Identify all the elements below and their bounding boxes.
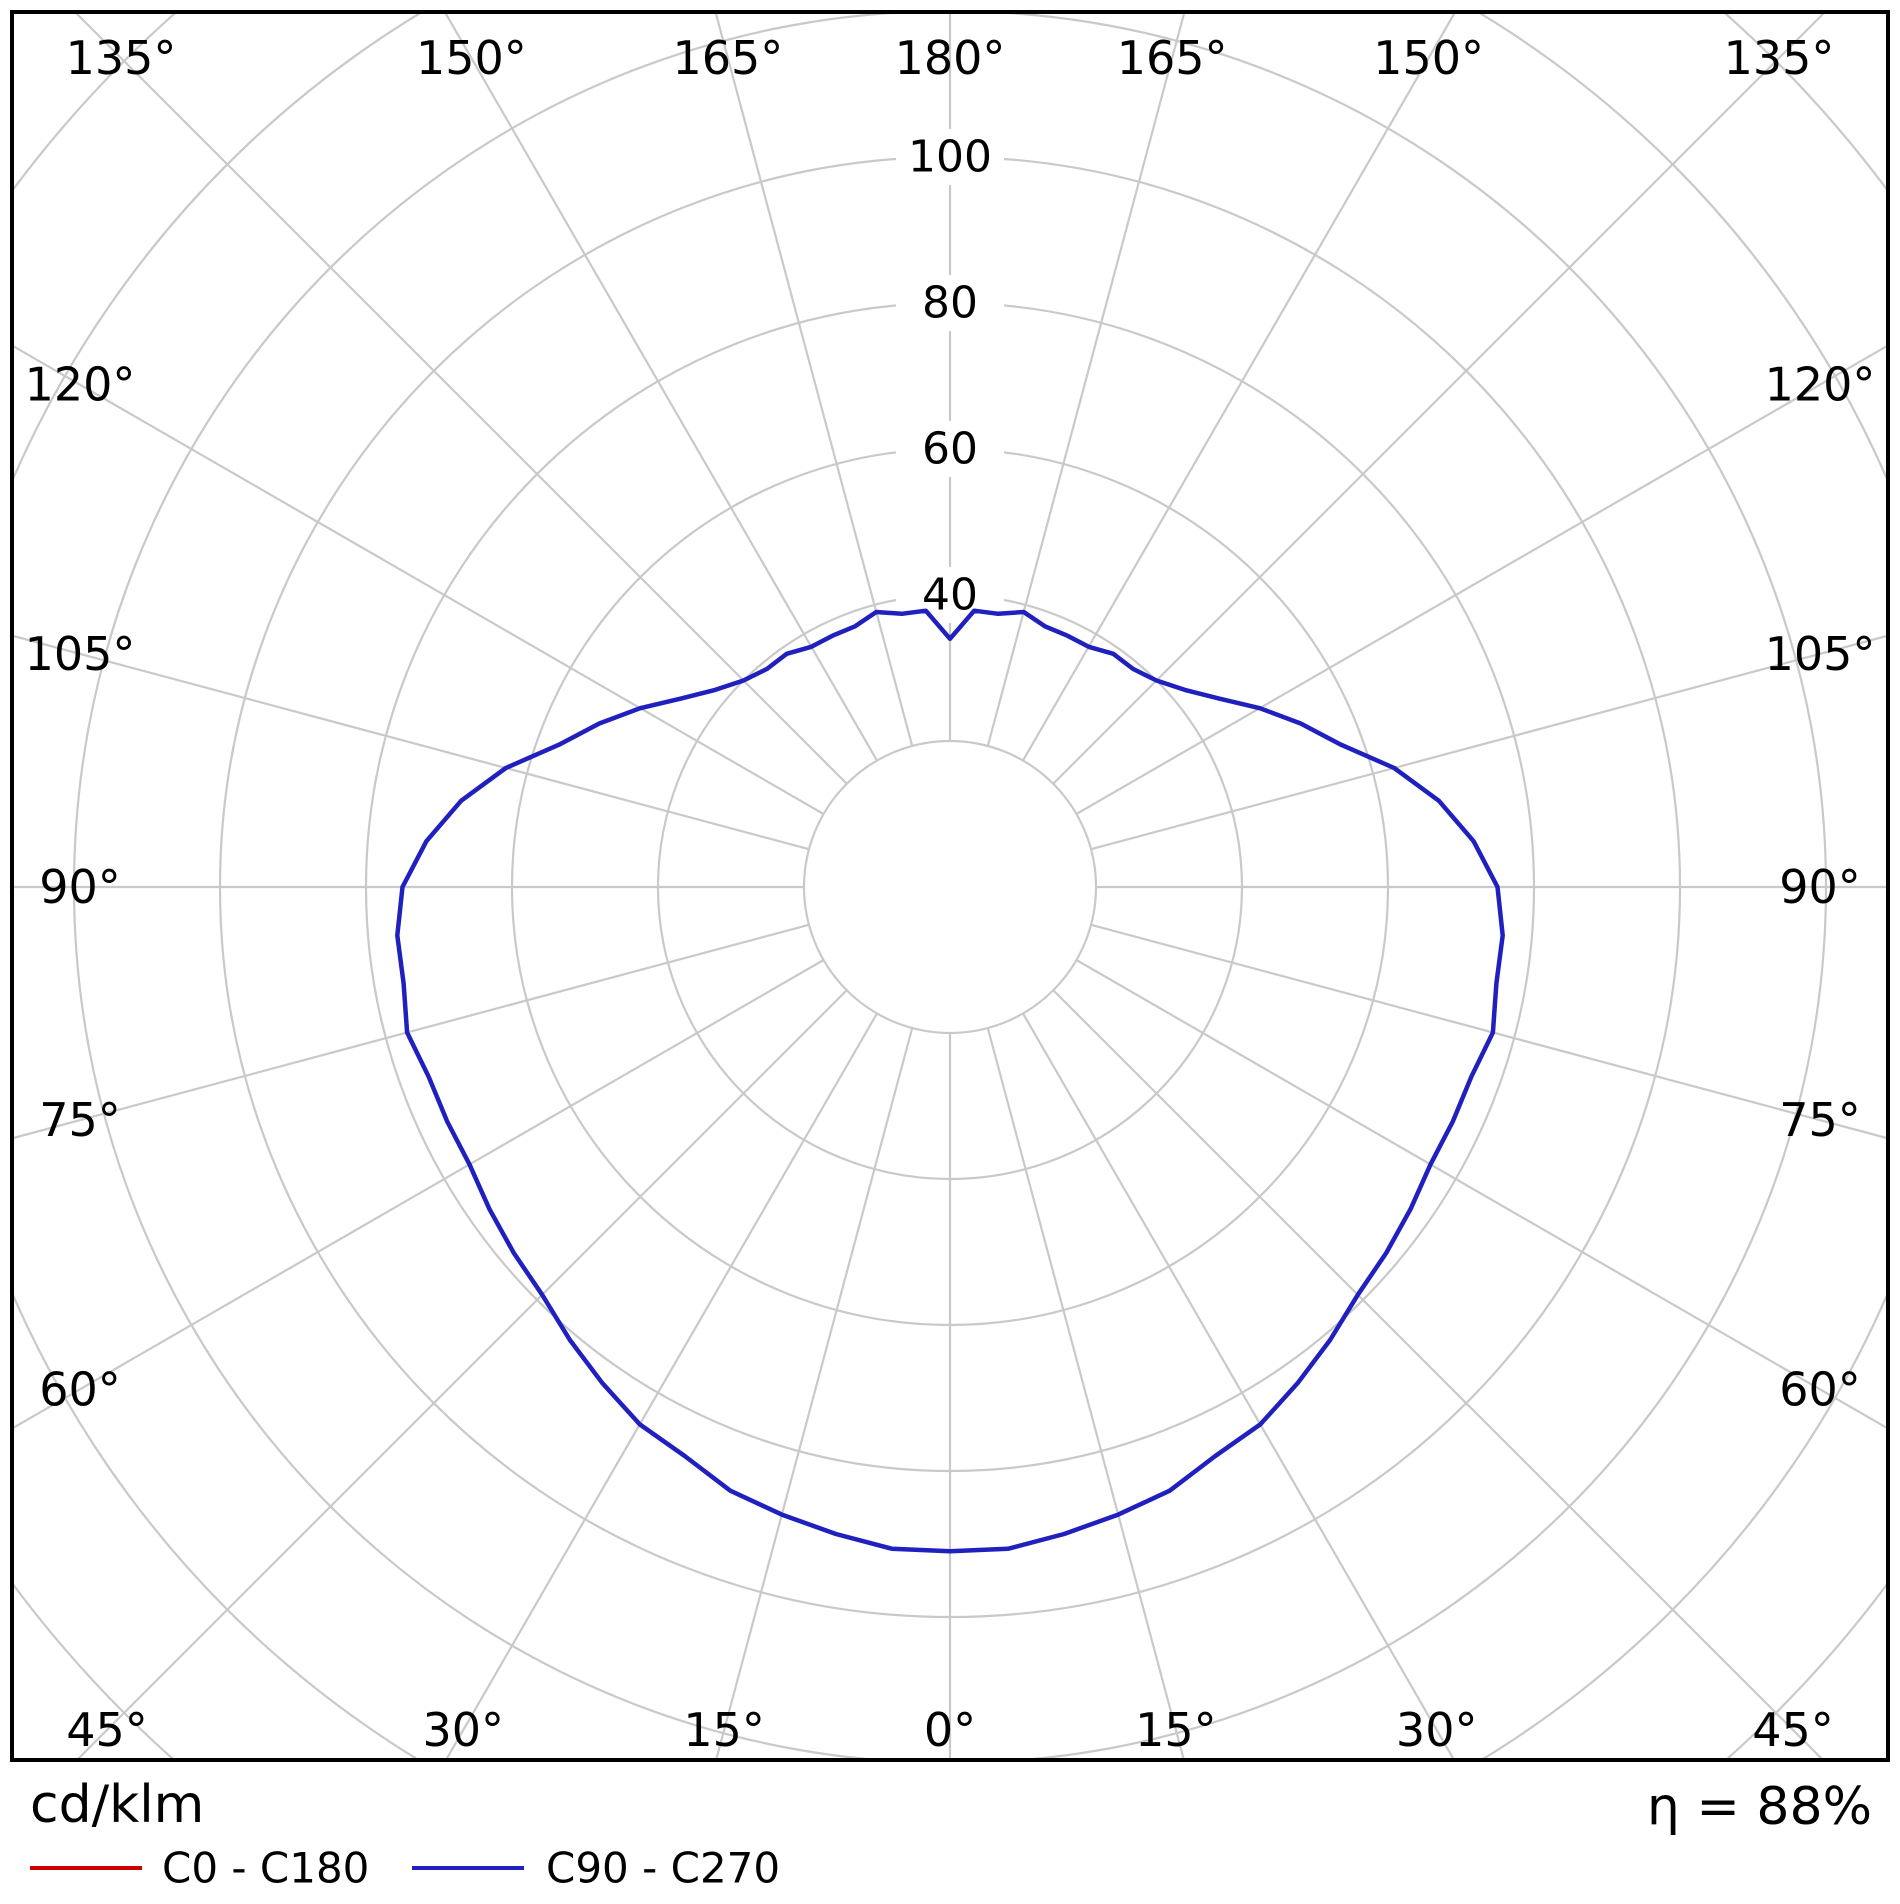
angle-label: 120° <box>25 358 136 412</box>
angle-label: 60° <box>39 1362 121 1416</box>
angle-label: 105° <box>25 627 136 681</box>
grid-spoke <box>14 923 810 1139</box>
angle-label: 165° <box>672 31 783 85</box>
angle-label: 150° <box>1373 31 1484 85</box>
efficiency-label: η = 88% <box>1647 1777 1872 1837</box>
legend-label-c0-c180: C0 - C180 <box>162 1844 369 1893</box>
legend-label-c90-c270: C90 - C270 <box>546 1844 780 1893</box>
radial-tick-label: 60 <box>922 424 978 475</box>
grid-spoke <box>14 345 825 815</box>
grid-spoke <box>1052 989 1823 1758</box>
grid-spoke <box>1022 14 1456 762</box>
grid-ring <box>802 739 1098 1035</box>
tick-label-mask <box>896 129 1004 185</box>
angle-label: 75° <box>1779 1093 1861 1147</box>
angle-label: 90° <box>39 860 121 914</box>
grid-spoke <box>1090 635 1886 851</box>
intensity-curve <box>395 608 1505 1554</box>
radial-tick-label: 80 <box>922 278 978 329</box>
angle-label: 30° <box>423 1703 505 1757</box>
angle-label: 45° <box>66 1703 148 1757</box>
grid-spoke <box>1022 1012 1455 1758</box>
angle-label: 75° <box>39 1093 121 1147</box>
angle-label: 135° <box>66 31 177 85</box>
angle-label: 30° <box>1396 1703 1478 1757</box>
tick-label-mask <box>896 275 1004 331</box>
grid-spoke <box>14 959 825 1429</box>
legend: C0 - C180 C90 - C270 <box>30 1844 780 1893</box>
grid-spoke <box>986 14 1186 747</box>
grid-spoke <box>1075 345 1886 815</box>
angle-label: 120° <box>1765 358 1876 412</box>
radial-tick-labels: 40 60 80 100 <box>896 129 1004 623</box>
grid-spoke <box>1075 959 1886 1429</box>
grid-spoke <box>1052 14 1825 785</box>
angle-label: 165° <box>1117 31 1228 85</box>
angle-label: 135° <box>1724 31 1835 85</box>
tick-label-mask <box>896 421 1004 477</box>
radial-tick-label: 40 <box>922 570 978 621</box>
angle-labels: 0° 15° 15° 30° 30° 45° 45° 60° 60° 75° 75° 90° 90° 10… <box>25 31 1876 1757</box>
angle-label: 15° <box>683 1703 765 1757</box>
grid-spoke <box>445 1012 878 1758</box>
unit-label: cd/klm <box>30 1775 204 1835</box>
grid-spoke <box>714 14 914 747</box>
grid-spoke <box>75 14 848 785</box>
intensity-curves <box>395 608 1505 1554</box>
angle-label: 105° <box>1765 627 1876 681</box>
grid-spoke <box>14 635 810 851</box>
angle-label: 15° <box>1135 1703 1217 1757</box>
angle-label: 0° <box>924 1703 976 1757</box>
grid-spoke <box>986 1027 1185 1758</box>
radial-tick-label: 100 <box>908 132 992 183</box>
angle-label: 90° <box>1779 860 1861 914</box>
angle-label: 150° <box>416 31 527 85</box>
grid-spoke <box>444 14 878 762</box>
angle-label: 45° <box>1752 1703 1834 1757</box>
angle-label: 180° <box>895 31 1006 85</box>
angle-label: 60° <box>1779 1362 1861 1416</box>
grid-spoke <box>715 1027 914 1758</box>
chart-border <box>10 10 1890 1762</box>
grid-spoke <box>77 989 848 1758</box>
grid-spoke <box>1090 923 1886 1139</box>
